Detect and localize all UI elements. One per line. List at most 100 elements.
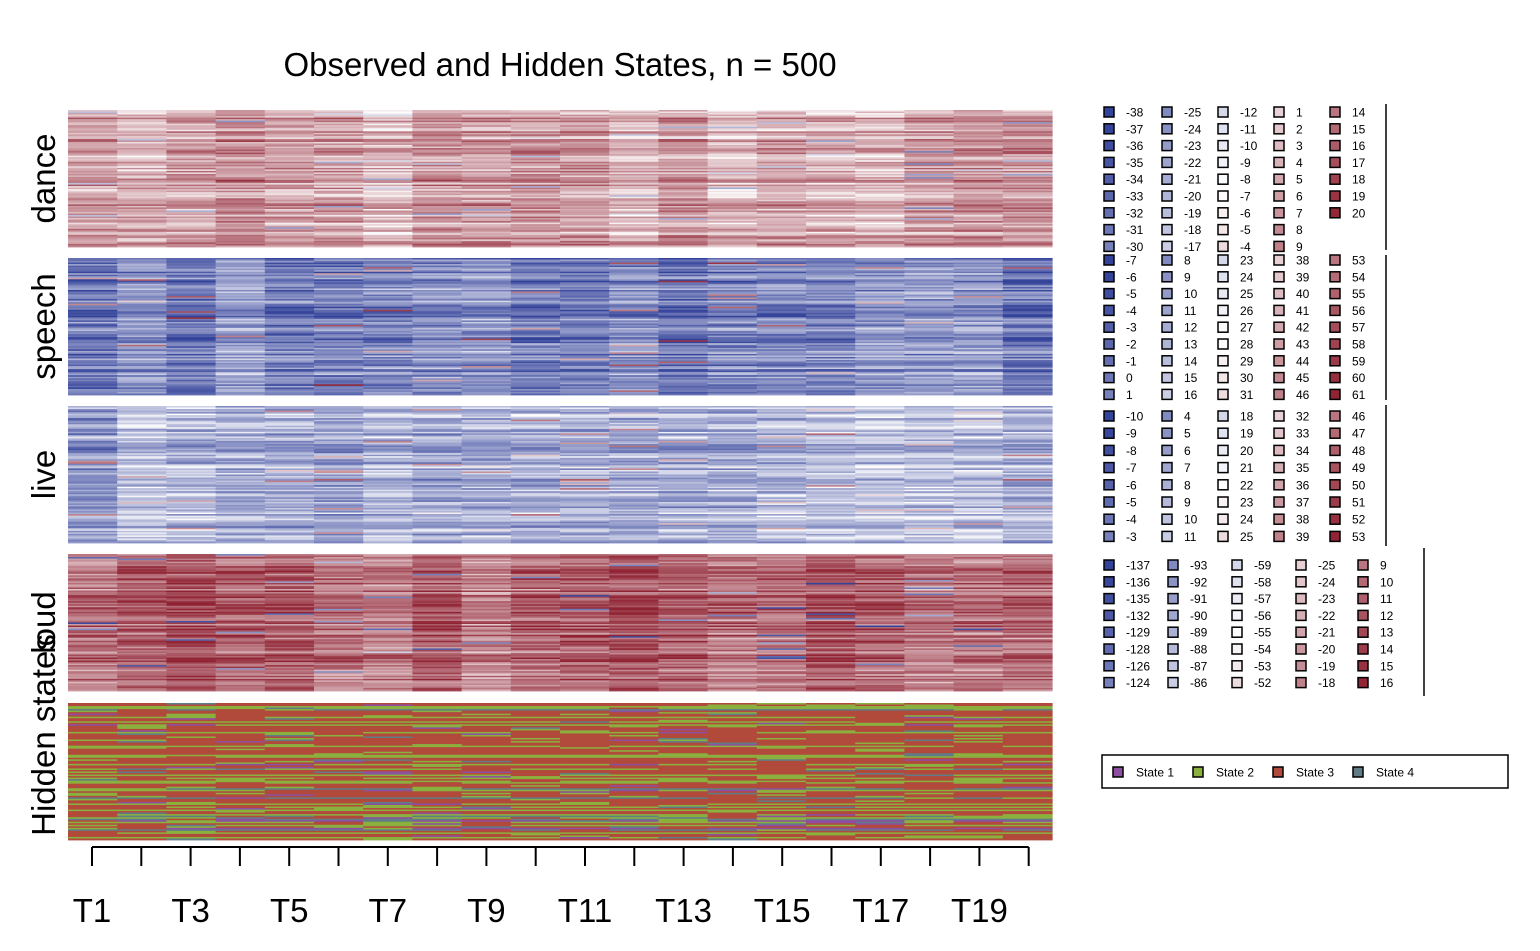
heatmap-cell (314, 146, 364, 149)
heatmap-cell (707, 364, 758, 367)
heatmap-cell (855, 308, 905, 311)
heatmap-cell (68, 415, 118, 418)
heatmap-cell (117, 425, 167, 428)
heatmap-cell (314, 138, 364, 141)
heatmap-cell (855, 274, 905, 277)
heatmap-cell (609, 286, 659, 289)
heatmap-cell (658, 294, 709, 297)
heatmap-cell (363, 409, 413, 411)
heatmap-cell (756, 356, 807, 359)
heatmap-cell (560, 187, 610, 190)
heatmap-cell (412, 193, 463, 196)
heatmap-cell (756, 318, 807, 321)
heatmap-cell (412, 141, 463, 144)
heatmap-cell (412, 116, 463, 119)
heatmap-cell (314, 468, 364, 471)
heatmap-cell (215, 293, 266, 295)
heatmap-cell (707, 321, 758, 324)
chart-title: Observed and Hidden States, n = 500 (283, 46, 836, 83)
heatmap-cell (756, 303, 807, 306)
heatmap-cell (461, 498, 512, 501)
heatmap-cell (117, 488, 167, 491)
heatmap-cell (314, 180, 364, 182)
heatmap-cell (510, 211, 561, 214)
heatmap-cell (117, 483, 167, 486)
heatmap-cell (806, 434, 856, 437)
heatmap-cell (363, 415, 413, 418)
heatmap-cell (904, 243, 955, 246)
heatmap-cell (1002, 367, 1053, 370)
heatmap-cell (609, 391, 659, 394)
heatmap-cell (1002, 289, 1053, 292)
heatmap-cell (461, 293, 512, 295)
heatmap-cell (707, 317, 758, 320)
heatmap-cell (904, 227, 955, 230)
heatmap-cell (855, 141, 905, 144)
heatmap-cell (117, 264, 167, 267)
heatmap-cell (68, 110, 118, 112)
heatmap-cell (363, 448, 413, 451)
heatmap-cell (806, 318, 856, 321)
heatmap-cell (68, 175, 118, 178)
heatmap-cell (855, 169, 905, 172)
heatmap-cell (166, 273, 217, 276)
heatmap-cell (363, 225, 413, 228)
heatmap-cell (215, 219, 266, 222)
heatmap-cell (855, 189, 905, 192)
heatmap-cell (314, 320, 364, 323)
heatmap-cell (461, 265, 512, 268)
heatmap-cell (806, 279, 856, 282)
heatmap-cell (264, 227, 315, 230)
heatmap-cell (314, 428, 364, 431)
heatmap-cell (609, 131, 659, 134)
heatmap-cell (412, 222, 463, 225)
heatmap-cell (658, 312, 709, 315)
heatmap-cell (215, 289, 266, 292)
heatmap-cell (855, 468, 905, 471)
heatmap-cell (510, 202, 561, 205)
heatmap-cell (904, 189, 955, 192)
heatmap-cell (363, 489, 413, 492)
heatmap-cell (215, 344, 266, 347)
heatmap-cell (806, 183, 856, 185)
heatmap-cell (363, 264, 413, 267)
heatmap-cell (1002, 123, 1053, 126)
heatmap-cell (707, 447, 758, 450)
heatmap-cell (609, 230, 659, 233)
heatmap-cell (1002, 170, 1053, 173)
heatmap-cell (510, 210, 561, 213)
heatmap-cell (314, 352, 364, 355)
heatmap-cell (363, 148, 413, 150)
heatmap-cell (166, 500, 217, 503)
heatmap-cell (756, 485, 807, 488)
heatmap-cell (412, 359, 463, 362)
heatmap-cell (855, 385, 905, 388)
heatmap-cell (166, 221, 217, 224)
heatmap-cell (953, 264, 1004, 267)
heatmap-cell (215, 385, 266, 388)
heatmap-cell (560, 463, 610, 466)
heatmap-cell (117, 268, 167, 271)
heatmap-cell (215, 361, 266, 364)
heatmap-cell (68, 418, 118, 421)
heatmap-cell (412, 302, 463, 305)
heatmap-cell (68, 273, 118, 276)
heatmap-cell (363, 469, 413, 472)
heatmap-cell (264, 289, 315, 292)
panel-live (68, 406, 1053, 544)
heatmap-cell (264, 337, 315, 340)
heatmap-cell (1002, 202, 1053, 205)
heatmap-cell (609, 433, 659, 436)
heatmap-cell (904, 347, 955, 350)
heatmap-cell (756, 273, 807, 276)
heatmap-cell (756, 210, 807, 213)
heatmap-cell (609, 300, 659, 303)
heatmap-cell (264, 323, 315, 326)
heatmap-cell (412, 239, 463, 242)
heatmap-cell (461, 457, 512, 460)
heatmap-cell (314, 441, 364, 443)
heatmap-cell (314, 393, 364, 396)
heatmap-cell (1002, 201, 1053, 204)
heatmap-cell (510, 416, 561, 419)
heatmap-cell (363, 412, 413, 415)
